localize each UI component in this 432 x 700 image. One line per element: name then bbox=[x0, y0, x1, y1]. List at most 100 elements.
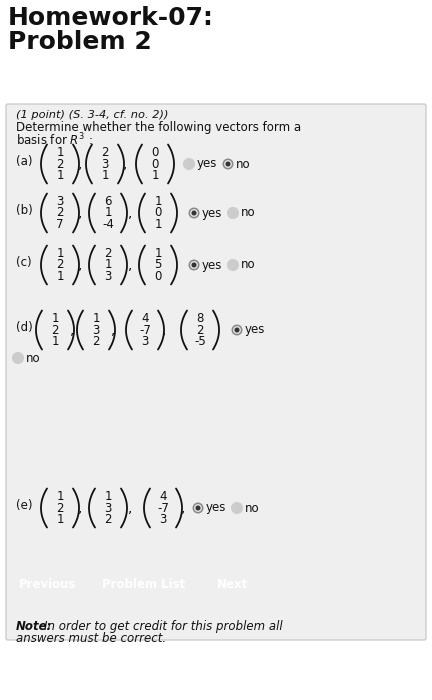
Text: 3: 3 bbox=[102, 158, 109, 171]
Text: ,: , bbox=[78, 501, 82, 515]
Text: yes: yes bbox=[245, 323, 265, 337]
Circle shape bbox=[190, 261, 198, 269]
Text: 1: 1 bbox=[154, 218, 162, 231]
Text: basis for $R^3$ :: basis for $R^3$ : bbox=[16, 132, 93, 148]
Text: answers must be correct.: answers must be correct. bbox=[16, 632, 166, 645]
Text: 7: 7 bbox=[56, 218, 64, 231]
Text: Next: Next bbox=[217, 578, 248, 592]
Text: ,: , bbox=[123, 157, 127, 171]
Text: 1: 1 bbox=[56, 490, 64, 503]
Text: 2: 2 bbox=[92, 335, 100, 348]
Text: -7: -7 bbox=[139, 323, 151, 337]
Text: yes: yes bbox=[206, 501, 226, 514]
Text: 2: 2 bbox=[104, 247, 112, 260]
Text: 2: 2 bbox=[56, 158, 64, 171]
Text: 1: 1 bbox=[51, 335, 59, 348]
Text: 1: 1 bbox=[56, 270, 64, 283]
Text: (c): (c) bbox=[16, 256, 32, 269]
Text: Problem 2: Problem 2 bbox=[8, 30, 152, 54]
Circle shape bbox=[188, 207, 200, 218]
Text: Homework-07:: Homework-07: bbox=[8, 6, 214, 30]
Circle shape bbox=[190, 209, 198, 217]
FancyBboxPatch shape bbox=[201, 571, 264, 599]
Text: yes: yes bbox=[202, 258, 222, 272]
Text: no: no bbox=[241, 206, 256, 220]
Text: ,: , bbox=[128, 501, 132, 515]
Text: ,: , bbox=[128, 258, 132, 272]
Text: 6: 6 bbox=[104, 195, 112, 208]
Text: 2: 2 bbox=[104, 513, 112, 526]
Text: no: no bbox=[26, 351, 41, 365]
Text: yes: yes bbox=[197, 158, 217, 171]
Text: ,: , bbox=[181, 501, 185, 515]
Text: Problem List: Problem List bbox=[102, 578, 186, 592]
Circle shape bbox=[193, 503, 203, 514]
Text: Note:: Note: bbox=[16, 620, 52, 633]
Text: ,: , bbox=[78, 157, 82, 171]
Circle shape bbox=[188, 260, 200, 270]
Text: ,: , bbox=[78, 206, 82, 220]
Text: 3: 3 bbox=[92, 323, 100, 337]
Circle shape bbox=[13, 353, 23, 363]
Circle shape bbox=[184, 158, 194, 169]
Text: (d): (d) bbox=[16, 321, 33, 334]
Text: 1: 1 bbox=[92, 312, 100, 325]
Text: 2: 2 bbox=[56, 258, 64, 272]
Text: 1: 1 bbox=[151, 169, 159, 182]
Text: -4: -4 bbox=[102, 218, 114, 231]
Text: In order to get credit for this problem all: In order to get credit for this problem … bbox=[44, 620, 283, 633]
Text: Previous: Previous bbox=[19, 578, 77, 592]
Text: ,: , bbox=[162, 323, 166, 337]
Text: 1: 1 bbox=[104, 490, 112, 503]
Text: (e): (e) bbox=[16, 499, 32, 512]
Text: 1: 1 bbox=[154, 247, 162, 260]
Text: -7: -7 bbox=[157, 501, 169, 514]
Text: 4: 4 bbox=[159, 490, 167, 503]
Text: ,: , bbox=[111, 323, 115, 337]
Text: Determine whether the following vectors form a: Determine whether the following vectors … bbox=[16, 121, 301, 134]
Circle shape bbox=[233, 326, 241, 334]
Text: 2: 2 bbox=[56, 206, 64, 220]
Circle shape bbox=[222, 158, 234, 169]
Circle shape bbox=[224, 160, 232, 168]
FancyBboxPatch shape bbox=[9, 571, 87, 599]
Text: 3: 3 bbox=[159, 513, 167, 526]
Text: 1: 1 bbox=[56, 513, 64, 526]
Text: 0: 0 bbox=[154, 270, 162, 283]
Text: yes: yes bbox=[202, 206, 222, 220]
Text: ,: , bbox=[70, 323, 74, 337]
Text: 1: 1 bbox=[56, 169, 64, 182]
Circle shape bbox=[191, 211, 197, 216]
Circle shape bbox=[232, 325, 242, 335]
Text: ,: , bbox=[128, 206, 132, 220]
Circle shape bbox=[191, 262, 197, 267]
Text: 0: 0 bbox=[151, 158, 159, 171]
Circle shape bbox=[232, 503, 242, 514]
FancyBboxPatch shape bbox=[90, 571, 198, 599]
Text: no: no bbox=[245, 501, 260, 514]
Text: 1: 1 bbox=[104, 258, 112, 272]
Text: (1 point) (S. 3-4, cf. no. 2)): (1 point) (S. 3-4, cf. no. 2)) bbox=[16, 110, 168, 120]
Text: 3: 3 bbox=[104, 270, 112, 283]
Text: 1: 1 bbox=[154, 195, 162, 208]
Text: (a): (a) bbox=[16, 155, 32, 168]
Circle shape bbox=[196, 505, 200, 510]
Text: no: no bbox=[241, 258, 256, 272]
Circle shape bbox=[194, 504, 202, 512]
FancyBboxPatch shape bbox=[6, 104, 426, 640]
Text: ,: , bbox=[78, 258, 82, 272]
Text: 1: 1 bbox=[56, 146, 64, 159]
Text: 3: 3 bbox=[56, 195, 64, 208]
Text: 2: 2 bbox=[101, 146, 109, 159]
Text: (b): (b) bbox=[16, 204, 33, 217]
Text: 2: 2 bbox=[196, 323, 204, 337]
Text: 1: 1 bbox=[56, 247, 64, 260]
Text: -5: -5 bbox=[194, 335, 206, 348]
Text: no: no bbox=[236, 158, 251, 171]
Circle shape bbox=[228, 260, 238, 270]
Text: 0: 0 bbox=[154, 206, 162, 220]
Text: 2: 2 bbox=[56, 501, 64, 514]
Text: 2: 2 bbox=[51, 323, 59, 337]
Circle shape bbox=[235, 328, 239, 332]
Text: 4: 4 bbox=[141, 312, 149, 325]
